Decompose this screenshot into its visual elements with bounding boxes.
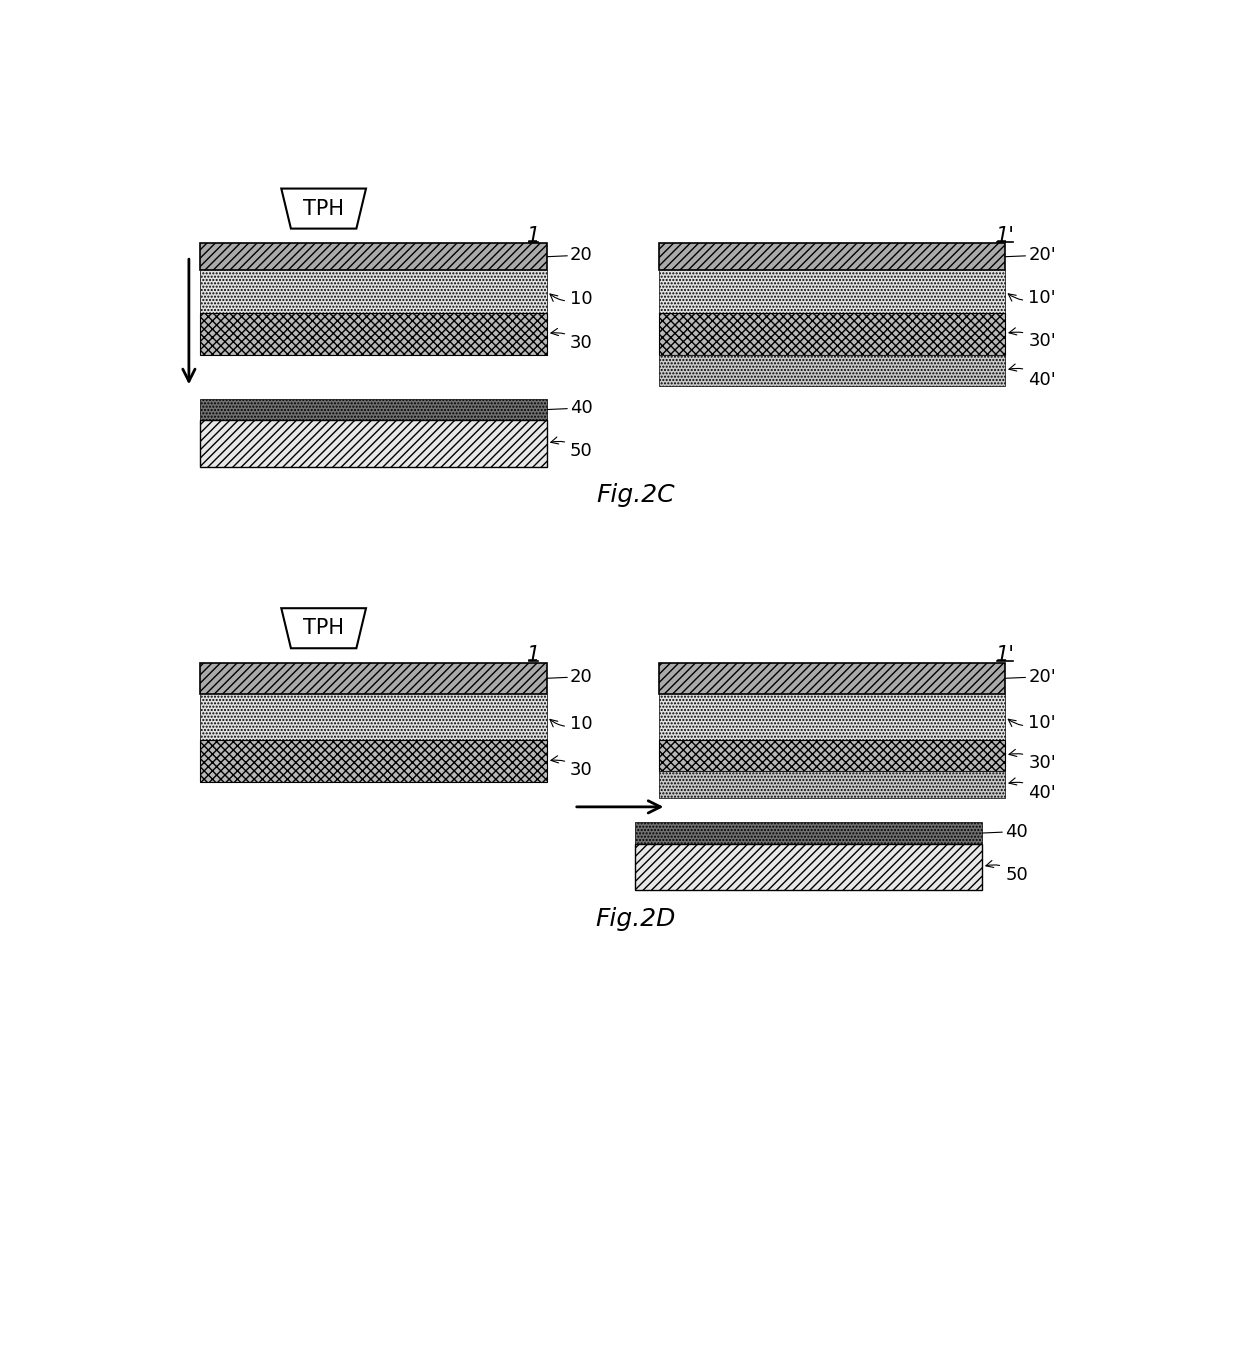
Bar [201, 270, 547, 313]
Bar [201, 243, 547, 270]
Text: 1: 1 [527, 645, 541, 665]
Text: 1': 1' [996, 645, 1014, 665]
Text: 1': 1' [996, 225, 1014, 246]
Text: Fig.2D: Fig.2D [595, 907, 676, 930]
Text: 10: 10 [551, 716, 593, 734]
Text: 30: 30 [551, 755, 593, 779]
Bar [635, 844, 982, 891]
Bar [201, 663, 547, 694]
Text: 40': 40' [1009, 777, 1056, 802]
Text: TPH: TPH [303, 198, 345, 219]
Bar [635, 822, 982, 844]
Text: 30': 30' [1009, 750, 1056, 772]
Bar [201, 421, 547, 467]
Text: 50: 50 [986, 861, 1028, 884]
Text: 20': 20' [1006, 246, 1056, 264]
Text: 40: 40 [547, 399, 593, 417]
Bar [658, 355, 1006, 385]
Text: TPH: TPH [303, 619, 345, 638]
Text: 1: 1 [527, 225, 541, 246]
Bar [201, 313, 547, 355]
Bar [658, 313, 1006, 355]
Text: 10: 10 [551, 290, 593, 309]
Text: 20: 20 [547, 668, 593, 686]
Text: Fig.2C: Fig.2C [596, 484, 675, 507]
Text: 10': 10' [1008, 714, 1055, 732]
Text: 20': 20' [1006, 668, 1056, 686]
Bar [201, 399, 547, 421]
Bar [658, 270, 1006, 313]
Bar [658, 694, 1006, 740]
Polygon shape [281, 189, 366, 228]
Bar [201, 694, 547, 740]
Bar [658, 770, 1006, 798]
Text: 40: 40 [982, 822, 1028, 840]
Text: 40': 40' [1009, 365, 1056, 388]
Text: 30': 30' [1009, 328, 1056, 351]
Bar [658, 663, 1006, 694]
Text: 50: 50 [551, 437, 593, 460]
Text: 20: 20 [547, 246, 593, 264]
Bar [201, 740, 547, 783]
Bar [658, 243, 1006, 270]
Text: 10': 10' [1008, 288, 1055, 306]
Bar [658, 740, 1006, 770]
Polygon shape [281, 608, 366, 649]
Text: 30: 30 [551, 328, 593, 352]
